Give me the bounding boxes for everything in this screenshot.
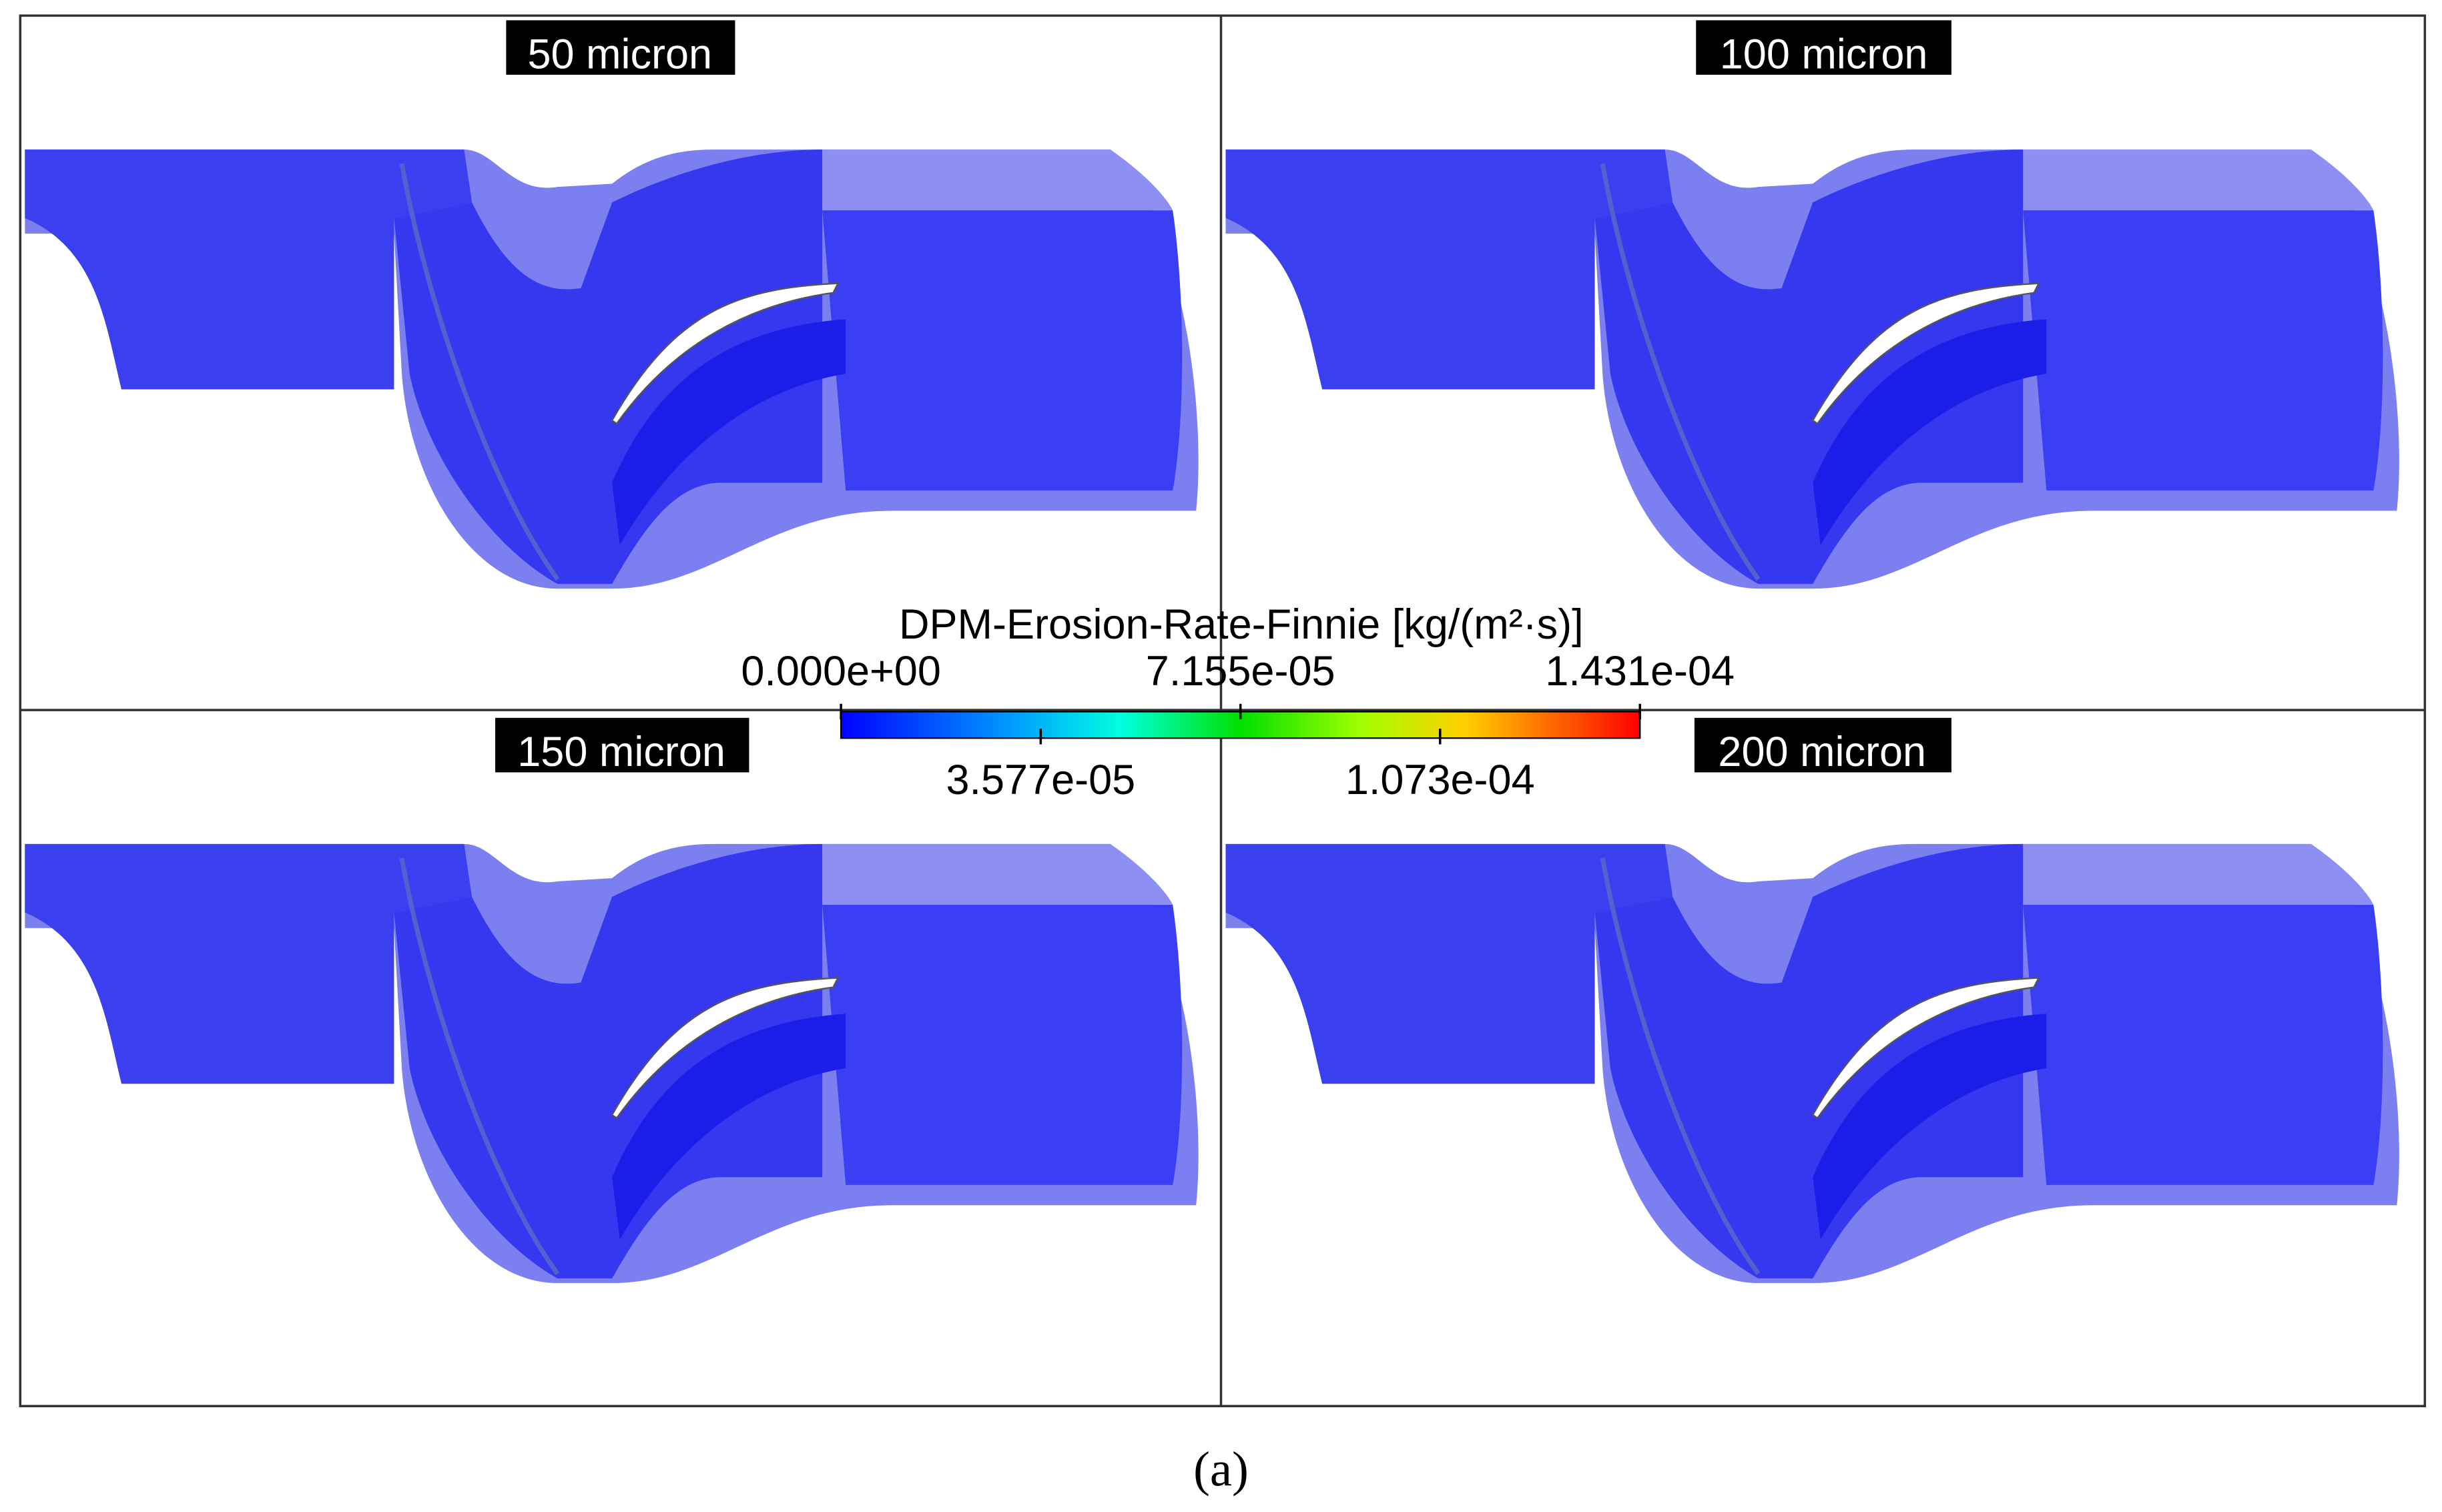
- colorbar-tick-label: 7.155e-05: [1146, 648, 1335, 695]
- colorbar-tick-label: 3.577e-05: [946, 757, 1135, 803]
- label-box: [1694, 717, 1951, 773]
- panel-label: 150 micron: [517, 729, 725, 775]
- caption: (a): [1193, 1441, 1249, 1497]
- label-box: [495, 717, 749, 773]
- colorbar-title: DPM-Erosion-Rate-Finnie [kg/(m²·s)]: [899, 601, 1584, 648]
- colorbar-tick-label: 0.000e+00: [741, 648, 941, 695]
- colorbar-tick-label: 1.431e-04: [1545, 648, 1735, 695]
- colorbar-tick-label: 1.073e-04: [1345, 757, 1535, 803]
- label-box: [506, 20, 735, 75]
- label-box: [1696, 20, 1951, 75]
- panel-label: 200 micron: [1718, 729, 1926, 775]
- panel-label: 100 micron: [1720, 31, 1928, 78]
- panel-label: 50 micron: [527, 31, 712, 78]
